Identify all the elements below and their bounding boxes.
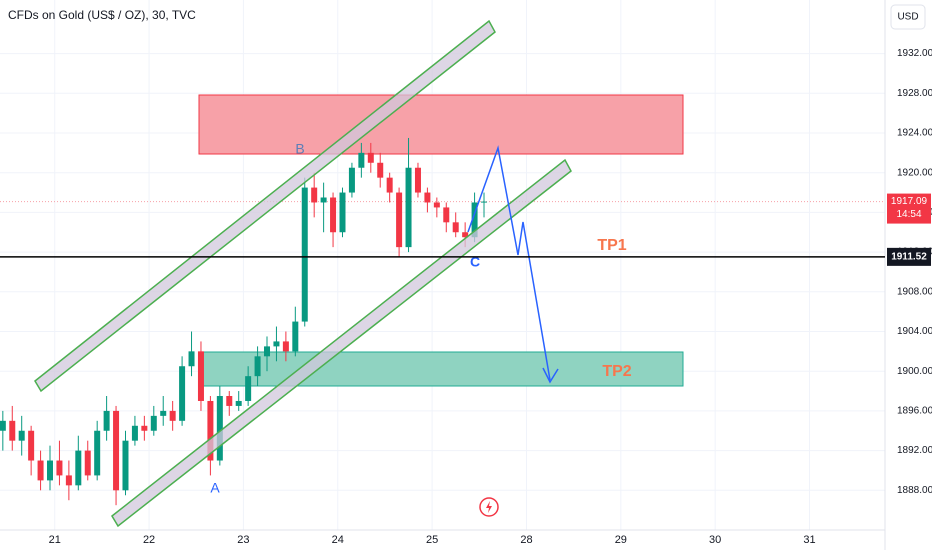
candle-body [386,177,393,193]
channel-upper [34,19,496,393]
candle-body [94,430,101,476]
candle-body [301,187,308,322]
candle-body [56,460,63,476]
x-tick-label: 25 [426,534,438,546]
candle-body [226,396,233,406]
price-line-badge [887,247,931,266]
candle-body [103,410,110,431]
candle-body [18,430,25,441]
candle-body [245,376,252,401]
candle-body [339,192,346,233]
candle-body [216,396,223,461]
x-tick-label: 23 [237,534,249,546]
candle-body [358,152,365,168]
candle-body [9,420,16,441]
candle-body [235,400,242,406]
y-tick-label: 1892.00 [897,445,932,456]
candle-body [471,202,478,238]
candle-body [207,400,214,461]
candle-body [443,207,450,223]
candle-body [433,202,440,208]
currency-button[interactable] [890,4,926,30]
candle-body [160,410,167,416]
candle-body [47,460,54,481]
candle-body [37,460,44,481]
candle-body [179,366,186,421]
y-tick-label: 1928.00 [897,88,932,99]
candle-body [131,425,138,441]
x-tick-label: 30 [709,534,721,546]
annotation: C [470,254,480,270]
projection-path [467,145,551,381]
candle-body [414,167,421,193]
candle-body [367,152,374,163]
axes: 1888.00 1892.00 1896.00 1900.00 1904.00 1908.… [0,48,932,546]
candle-body [424,192,431,203]
candle-body [377,162,384,178]
x-tick-label: 21 [49,534,61,546]
candle-body [273,341,280,347]
y-tick-label: 1904.00 [897,326,932,337]
annotation: TP2 [602,363,631,380]
chart-title: CFDs on Gold (US$ / OZ), 30, TVC [8,8,196,22]
resistance-zone [198,94,684,155]
candle-body [75,450,82,486]
arrow-head [542,367,559,384]
annotation: B [295,141,304,157]
candle-body [0,420,6,431]
candle-body [452,222,459,233]
candle-body [311,187,318,203]
x-tick-label: 28 [520,534,532,546]
channel-lower [111,158,572,528]
x-tick-label: 22 [143,534,155,546]
currency-label[interactable]: USD [897,12,918,23]
candle-body [320,197,327,203]
y-tick-label: 1924.00 [897,128,932,139]
candle-body [197,351,204,401]
candles [0,137,488,506]
candle-body [396,192,403,248]
candle-body [348,167,355,193]
candle-body [150,415,157,431]
y-tick-label: 1920.00 [897,167,932,178]
annotation: A [210,480,220,496]
candle-body [264,346,271,357]
candle-body [254,356,261,377]
x-tick-label: 24 [332,534,344,546]
y-tick-label: 1900.00 [897,366,932,377]
y-tick-label: 1896.00 [897,406,932,417]
candle-body [113,410,120,491]
annotation: TP1 [597,237,626,254]
candle-body [282,341,289,352]
price-line-label: 1911.52 [891,252,927,263]
candle-body [188,351,195,367]
candle-body [330,197,337,233]
y-tick-label: 1908.00 [897,286,932,297]
candle-body [292,321,299,352]
candle-body [65,475,72,486]
countdown-label: 14:54 [896,209,921,220]
y-tick-label: 1932.00 [897,48,932,59]
candle-body [405,167,412,248]
candle-body [141,425,148,431]
event-bolt [486,501,492,513]
last-price-label: 1917.09 [891,196,928,207]
candle-body [84,450,91,476]
last-price-badge [887,193,931,224]
candle-body [169,410,176,421]
candle-body [481,201,488,203]
y-tick-label: 1888.00 [897,485,932,496]
x-tick-label: 29 [615,534,627,546]
candle-body [28,430,35,461]
candle-body [122,440,129,491]
candle-body [462,232,469,238]
x-tick-label: 31 [803,534,815,546]
